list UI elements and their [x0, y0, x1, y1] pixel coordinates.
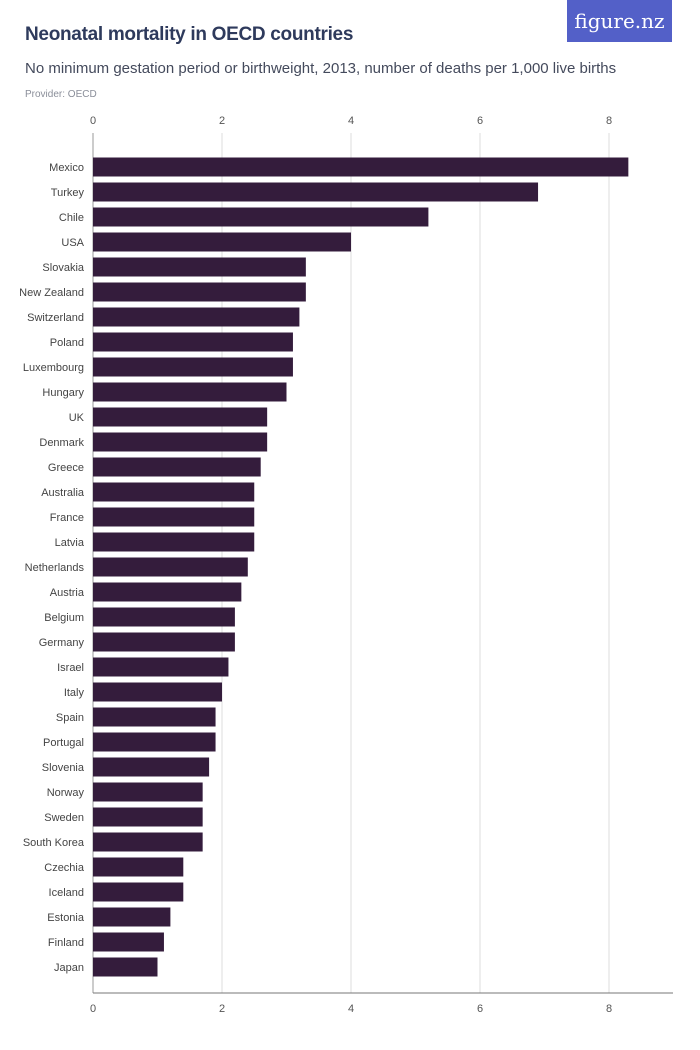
bar-denmark: [93, 432, 268, 452]
bar-estonia: [93, 907, 171, 927]
bar-finland: [93, 932, 164, 952]
bar-germany: [93, 632, 235, 652]
category-label: Iceland: [49, 887, 84, 899]
bar-switzerland: [93, 307, 300, 327]
bar-turkey: [93, 182, 539, 202]
bar-spain: [93, 707, 216, 727]
category-label: South Korea: [23, 837, 85, 849]
category-label: UK: [69, 412, 85, 424]
category-label: Hungary: [42, 387, 84, 399]
bar-australia: [93, 482, 255, 502]
chart-title: Neonatal mortality in OECD countries: [25, 24, 354, 45]
category-label: Israel: [57, 662, 84, 674]
category-label: Switzerland: [27, 312, 84, 324]
bar-slovenia: [93, 757, 210, 777]
category-label: Norway: [47, 787, 85, 799]
bar-belgium: [93, 607, 235, 627]
category-label: Denmark: [39, 437, 84, 449]
category-label: Netherlands: [25, 562, 85, 574]
category-label: Finland: [48, 937, 84, 949]
category-label: Australia: [41, 487, 85, 499]
category-label: Portugal: [43, 737, 84, 749]
bar-czechia: [93, 857, 184, 877]
bar-netherlands: [93, 557, 248, 577]
category-label: Spain: [56, 712, 84, 724]
category-label: Mexico: [49, 162, 84, 174]
bar-iceland: [93, 882, 184, 902]
category-label: Latvia: [55, 537, 85, 549]
category-label: Germany: [39, 637, 85, 649]
bar-mexico: [93, 157, 629, 177]
bar-austria: [93, 582, 242, 602]
bar-usa: [93, 232, 351, 252]
category-label: Poland: [50, 337, 84, 349]
bar-israel: [93, 657, 229, 677]
x-tick-label-bottom: 8: [606, 1003, 612, 1015]
x-tick-label-bottom: 0: [90, 1003, 96, 1015]
x-tick-label-bottom: 2: [219, 1003, 225, 1015]
category-label: USA: [61, 237, 84, 249]
bar-chile: [93, 207, 429, 227]
bar-portugal: [93, 732, 216, 752]
bar-latvia: [93, 532, 255, 552]
category-label: Austria: [50, 587, 85, 599]
x-tick-label-bottom: 6: [477, 1003, 483, 1015]
bar-hungary: [93, 382, 287, 402]
x-tick-label-top: 0: [90, 115, 96, 127]
category-label: Slovakia: [42, 262, 84, 274]
figure-nz-logo[interactable]: figure.nz: [567, 0, 672, 42]
category-label: Slovenia: [42, 762, 85, 774]
category-label: France: [50, 512, 84, 524]
category-label: Belgium: [44, 612, 84, 624]
category-label: Luxembourg: [23, 362, 84, 374]
category-label: Chile: [59, 212, 84, 224]
bar-uk: [93, 407, 268, 427]
bar-greece: [93, 457, 261, 477]
bar-poland: [93, 332, 293, 352]
bar-south-korea: [93, 832, 203, 852]
category-label: Italy: [64, 687, 85, 699]
category-label: Sweden: [44, 812, 84, 824]
x-tick-label-bottom: 4: [348, 1003, 354, 1015]
category-label: Czechia: [44, 862, 85, 874]
bar-slovakia: [93, 257, 306, 277]
x-tick-label-top: 2: [219, 115, 225, 127]
bar-japan: [93, 957, 158, 977]
bar-italy: [93, 682, 222, 702]
bar-norway: [93, 782, 203, 802]
category-label: Estonia: [47, 912, 85, 924]
category-label: Greece: [48, 462, 84, 474]
bar-sweden: [93, 807, 203, 827]
bar-new-zealand: [93, 282, 306, 302]
provider-label: Provider: OECD: [25, 89, 97, 100]
bar-luxembourg: [93, 357, 293, 377]
category-label: New Zealand: [19, 287, 84, 299]
bar-france: [93, 507, 255, 527]
x-tick-label-top: 6: [477, 115, 483, 127]
x-tick-label-top: 4: [348, 115, 354, 127]
x-tick-label-top: 8: [606, 115, 612, 127]
category-label: Turkey: [51, 187, 85, 199]
chart-subtitle: No minimum gestation period or birthweig…: [25, 60, 617, 77]
category-label: Japan: [54, 962, 84, 974]
